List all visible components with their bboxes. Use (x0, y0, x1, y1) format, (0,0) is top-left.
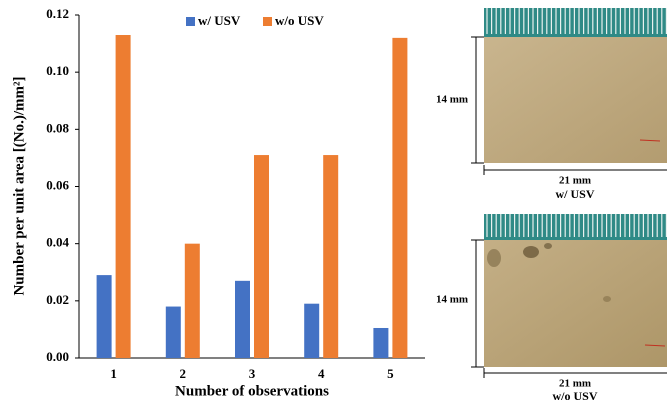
y-axis-label: Number per unit area [(No.)/mm²] (11, 76, 27, 295)
photo-panel: 14 mm 21 mm w/o USV (436, 214, 667, 403)
legend-swatch (263, 17, 272, 26)
bar (116, 35, 131, 358)
photo (484, 240, 667, 367)
ruler (484, 8, 667, 37)
bar (392, 38, 407, 358)
caption: w/o USV (552, 389, 597, 403)
bar (166, 307, 181, 358)
ruler (484, 214, 667, 240)
y-tick-label: 0.06 (46, 177, 69, 192)
x-axis-label: Number of observations (175, 383, 329, 399)
figure: Number per unit area [(No.)/mm²] Number … (0, 0, 667, 403)
x-tick-label: 1 (110, 366, 117, 381)
spot (487, 249, 501, 267)
spot (523, 246, 539, 258)
y-tick-label: 0.08 (46, 120, 69, 135)
caption: w/ USV (555, 187, 594, 201)
bar (254, 155, 269, 358)
bar (304, 304, 319, 358)
y-tick-label: 0.04 (46, 235, 69, 250)
x-tick-label: 2 (180, 366, 187, 381)
bar (235, 281, 250, 358)
y-tick-label: 0.12 (46, 6, 69, 21)
legend-label: w/o USV (275, 13, 324, 28)
y-tick-label: 0.10 (46, 63, 69, 78)
x-tick-label: 3 (249, 366, 256, 381)
legend-label: w/ USV (198, 13, 241, 28)
photo (484, 37, 667, 163)
bar (323, 155, 338, 358)
y-tick-label: 0.02 (46, 292, 69, 307)
bar (97, 275, 112, 358)
width-label: 21 mm (559, 378, 591, 390)
spot (603, 296, 611, 302)
y-tick-label: 0.00 (46, 349, 69, 364)
legend-swatch (186, 17, 195, 26)
height-label: 14 mm (436, 294, 468, 306)
width-label: 21 mm (559, 175, 591, 187)
x-tick-label: 4 (318, 366, 325, 381)
height-label: 14 mm (436, 94, 468, 106)
spot (544, 243, 552, 249)
photo-panel: 14 mm 21 mm w/ USV (436, 8, 667, 201)
x-tick-label: 5 (387, 366, 394, 381)
bar (373, 328, 388, 358)
bar (185, 244, 200, 358)
